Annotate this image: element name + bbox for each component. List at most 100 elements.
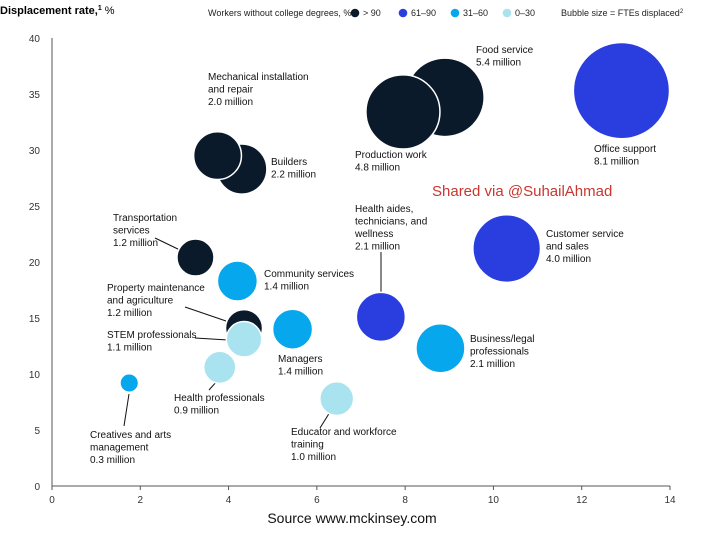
bubble-label-customer-service-and-sales: Customer service and sales 4.0 million [546, 229, 624, 265]
bubble-office-support [572, 41, 671, 140]
bubble-business-legal-professionals [415, 322, 466, 374]
bubble-label-line: Health aides, [355, 204, 413, 215]
bubble-value: 4.0 million [546, 254, 591, 265]
x-tick-label: 2 [138, 495, 144, 506]
bubble-label-business-legal-professionals: Business/legal professionals 2.1 million [470, 334, 534, 370]
bubble-label-line: and agriculture [107, 296, 174, 307]
bubble-label-line: Property maintenance [107, 283, 205, 294]
bubble-value: 4.8 million [355, 163, 400, 174]
bubble-label-property-maintenance-and-agriculture: Property maintenance and agriculture 1.2 m… [107, 283, 205, 319]
bubble-value: 1.1 million [107, 343, 152, 354]
bubble-label-creatives-and-arts-management: Creatives and arts management 0.3 million [90, 430, 171, 466]
bubble-label-health-aides-technicians-and-wellness: Health aides, technicians, and wellness 2.1… [354, 204, 427, 253]
bubble-label-food-service: Food service 5.4 million [476, 45, 534, 69]
y-axis-title-unit: % [102, 5, 115, 17]
bubble-value: 1.0 million [291, 452, 336, 463]
bubble-label-line: and sales [546, 242, 589, 253]
bubble-health-professionals [202, 350, 237, 385]
bubble-label-educator-and-workforce-training: Educator and workforce training 1.0 millio… [291, 427, 397, 463]
legend-label-2: 61–90 [411, 8, 436, 18]
bubble-label-line: Business/legal [470, 334, 534, 345]
bubble-label-community-services: Community services 1.4 million [264, 269, 354, 293]
bubble-label-line: Customer service [546, 229, 624, 240]
x-tick-label: 6 [314, 495, 320, 506]
y-axis-title-superscript: 1 [98, 5, 102, 12]
watermark-text: Shared via @SuhailAhmad [432, 183, 612, 200]
bubble-educator-and-workforce-training [319, 380, 355, 417]
legend-swatch-31-60-icon [450, 8, 460, 18]
bubble-label-line: Builders [271, 157, 307, 168]
y-tick-label: 35 [29, 90, 41, 101]
bubble-value: 1.4 million [278, 367, 323, 378]
x-tick-label: 0 [49, 495, 55, 506]
bubble-size-note: Bubble size = FTEs displaced2 [561, 8, 684, 18]
bubble-label-line: services [113, 226, 150, 237]
legend-title: Workers without college degrees, %: [208, 8, 354, 18]
bubble-label-managers: Managers 1.4 million [278, 354, 323, 378]
bubble-health-aides-technicians-and-wellness [355, 291, 407, 343]
bubble-label-transportation-services: Transportation services 1.2 million [113, 213, 177, 249]
bubble-label-line: training [291, 440, 324, 451]
bubble-label-builders: Builders 2.2 million [271, 157, 316, 181]
bubble-value: 1.2 million [107, 308, 152, 319]
x-tick-label: 14 [664, 495, 676, 506]
leader-line-transportation-services [154, 237, 183, 252]
x-tick-label: 12 [576, 495, 588, 506]
bubble-value: 2.2 million [271, 170, 316, 181]
bubble-label-line: Health professionals [174, 393, 265, 404]
leader-line-educator-and-workforce-training [319, 411, 331, 429]
legend-swatch-0-30-icon [502, 8, 512, 18]
bubble-label-line: technicians, and [355, 217, 427, 228]
y-tick-label: 40 [29, 34, 41, 45]
bubble-value: 0.3 million [90, 455, 135, 466]
leader-line-creatives-and-arts-management [123, 393, 130, 427]
bubble-label-line: Food service [476, 45, 534, 56]
bubble-label-line: management [90, 443, 149, 454]
bubble-community-services [216, 260, 259, 302]
bubble-label-office-support: Office support 8.1 million [594, 144, 656, 168]
y-tick-label: 10 [29, 370, 41, 381]
bubble-label-line: wellness [354, 229, 393, 240]
bubble-stem-professionals [225, 320, 263, 358]
bubble-customer-service-and-sales [472, 214, 542, 284]
bubble-label-line: and repair [208, 85, 254, 96]
bubble-value: 2.1 million [355, 242, 400, 253]
bubble-label-line: Community services [264, 269, 354, 280]
bubble-value: 0.9 million [174, 406, 219, 417]
legend-swatch-61-90-icon [398, 8, 408, 18]
bubble-label-line: Transportation [113, 213, 177, 224]
bubble-label-line: Managers [278, 354, 322, 365]
bubble-value: 1.4 million [264, 282, 309, 293]
legend-swatch-90-icon [350, 8, 360, 18]
bubble-label-health-professionals: Health professionals 0.9 million [174, 393, 265, 417]
bubble-value: 2.0 million [208, 97, 253, 108]
bubble-value: 5.4 million [476, 58, 521, 69]
bubble-label-line: Production work [355, 150, 428, 161]
bubble-managers [271, 308, 314, 350]
bubble-label-stem-professionals: STEM professionals 1.1 million [107, 330, 196, 354]
bubble-value: 2.1 million [470, 359, 515, 370]
bubble-label-line: Mechanical installation [208, 72, 309, 83]
bubble-label-line: Office support [594, 144, 656, 155]
leader-line-property-maintenance-and-agriculture [184, 306, 227, 322]
x-tick-label: 4 [226, 495, 232, 506]
bubble-label-line: professionals [470, 347, 529, 358]
y-tick-label: 0 [34, 482, 40, 493]
x-tick-label: 10 [488, 495, 500, 506]
legend-label-3: 31–60 [463, 8, 488, 18]
y-tick-label: 20 [29, 258, 41, 269]
y-axis-title: Displacement rate,1 % [0, 5, 115, 17]
y-tick-label: 25 [29, 202, 41, 213]
bubble-creatives-and-arts-management [119, 372, 140, 393]
legend-label-1: > 90 [363, 8, 381, 18]
bubble-label-production-work: Production work 4.8 million [355, 150, 428, 174]
bubble-mechanical-installation-and-repair [192, 130, 243, 181]
legend-label-4: 0–30 [515, 8, 535, 18]
y-tick-label: 30 [29, 146, 41, 157]
leader-line-stem-professionals [194, 337, 229, 341]
bubble-value: 8.1 million [594, 157, 639, 168]
bubble-label-line: Creatives and arts [90, 430, 171, 441]
bubble-label-line: Educator and workforce [291, 427, 397, 438]
bubble-label-mechanical-installation-and-repair: Mechanical installation and repair 2.0 mil… [208, 72, 309, 108]
